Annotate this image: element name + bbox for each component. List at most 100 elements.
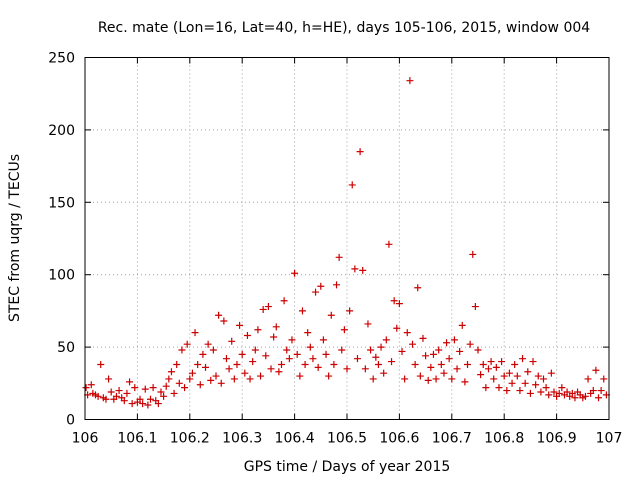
data-point-marker: [170, 389, 178, 397]
y-tick-label: 200: [48, 123, 75, 139]
data-point-marker: [139, 400, 147, 408]
data-point-marker: [353, 355, 361, 363]
data-point-marker: [469, 250, 477, 258]
y-axis-label: STEC from uqrg / TECUs: [7, 154, 23, 322]
x-axis-label: GPS time / Days of year 2015: [244, 459, 451, 475]
y-tick-label: 250: [48, 51, 75, 67]
data-point-marker: [406, 77, 414, 85]
data-point-marker: [524, 368, 532, 376]
data-point-marker: [199, 350, 207, 358]
data-point-marker: [432, 375, 440, 383]
data-point-marker: [82, 384, 90, 392]
data-point-marker: [600, 375, 608, 383]
data-point-marker: [388, 358, 396, 366]
data-point-marker: [298, 307, 306, 315]
data-point-marker: [382, 336, 390, 344]
data-point-marker: [521, 379, 529, 387]
data-point-marker: [317, 282, 325, 290]
data-point-marker: [505, 369, 513, 377]
grid-lines: [85, 57, 609, 420]
data-point-marker: [335, 253, 343, 261]
data-point-marker: [173, 360, 181, 368]
data-point-marker: [484, 365, 492, 373]
data-point-marker: [275, 368, 283, 376]
data-point-marker: [314, 363, 322, 371]
chart-title: Rec. mate (Lon=16, Lat=40, h=HE), days 1…: [98, 20, 590, 36]
data-point-marker: [262, 352, 270, 360]
data-point-marker: [202, 363, 210, 371]
data-point-marker: [167, 368, 175, 376]
data-point-marker: [545, 391, 553, 399]
data-point-marker: [398, 347, 406, 355]
data-point-marker: [207, 376, 215, 384]
data-point-marker: [105, 375, 113, 383]
data-point-marker: [519, 355, 527, 363]
data-point-marker: [487, 358, 495, 366]
data-point-marker: [309, 355, 317, 363]
data-point-marker: [217, 379, 225, 387]
data-point-marker: [380, 369, 388, 377]
data-point-marker: [322, 350, 330, 358]
data-point-marker: [209, 346, 217, 354]
x-tick-label: 106.7: [432, 431, 472, 447]
data-point-marker: [498, 358, 506, 366]
data-point-marker: [283, 346, 291, 354]
data-point-marker: [359, 266, 367, 274]
data-point-marker: [427, 363, 435, 371]
y-tick-label: 0: [66, 413, 75, 429]
data-point-marker: [196, 381, 204, 389]
data-point-marker: [183, 340, 191, 348]
data-point-marker: [424, 376, 432, 384]
plot-frame: [84, 57, 610, 420]
data-point-marker: [175, 379, 183, 387]
data-point-marker: [584, 375, 592, 383]
data-points: [82, 77, 610, 409]
x-tick-label: 106.5: [327, 431, 367, 447]
data-point-marker: [257, 372, 265, 380]
data-point-marker: [534, 372, 542, 380]
data-point-marker: [293, 350, 301, 358]
data-point-marker: [367, 346, 375, 354]
data-point-marker: [479, 360, 487, 368]
data-point-marker: [471, 303, 479, 311]
data-point-marker: [346, 307, 354, 315]
data-point-marker: [325, 372, 333, 380]
data-point-marker: [495, 384, 503, 392]
y-tick-label: 150: [48, 195, 75, 211]
x-tick-label: 106.1: [117, 431, 157, 447]
data-point-marker: [306, 343, 314, 351]
data-point-marker: [393, 324, 401, 332]
data-point-marker: [592, 366, 600, 374]
data-point-marker: [115, 387, 123, 395]
data-point-marker: [338, 346, 346, 354]
data-point-marker: [474, 346, 482, 354]
data-point-marker: [595, 394, 603, 402]
data-point-marker: [448, 375, 456, 383]
data-point-marker: [228, 337, 236, 345]
data-point-marker: [123, 389, 131, 397]
data-point-marker: [102, 395, 110, 403]
data-point-marker: [390, 297, 398, 305]
data-point-marker: [453, 365, 461, 373]
data-point-marker: [264, 303, 272, 311]
data-point-marker: [251, 346, 259, 354]
data-point-marker: [550, 388, 558, 396]
data-point-marker: [160, 392, 168, 400]
data-point-marker: [241, 369, 249, 377]
data-point-marker: [238, 350, 246, 358]
data-point-marker: [280, 297, 288, 305]
data-point-marker: [372, 353, 380, 361]
data-point-marker: [597, 387, 605, 395]
data-point-marker: [319, 336, 327, 344]
data-point-marker: [542, 384, 550, 392]
data-point-marker: [429, 350, 437, 358]
data-point-marker: [94, 392, 102, 400]
data-point-marker: [288, 336, 296, 344]
data-point-marker: [401, 375, 409, 383]
data-point-marker: [340, 326, 348, 334]
data-point-marker: [477, 371, 485, 379]
data-point-marker: [296, 372, 304, 380]
data-point-marker: [267, 365, 275, 373]
data-point-marker: [222, 355, 230, 363]
data-point-marker: [236, 321, 244, 329]
